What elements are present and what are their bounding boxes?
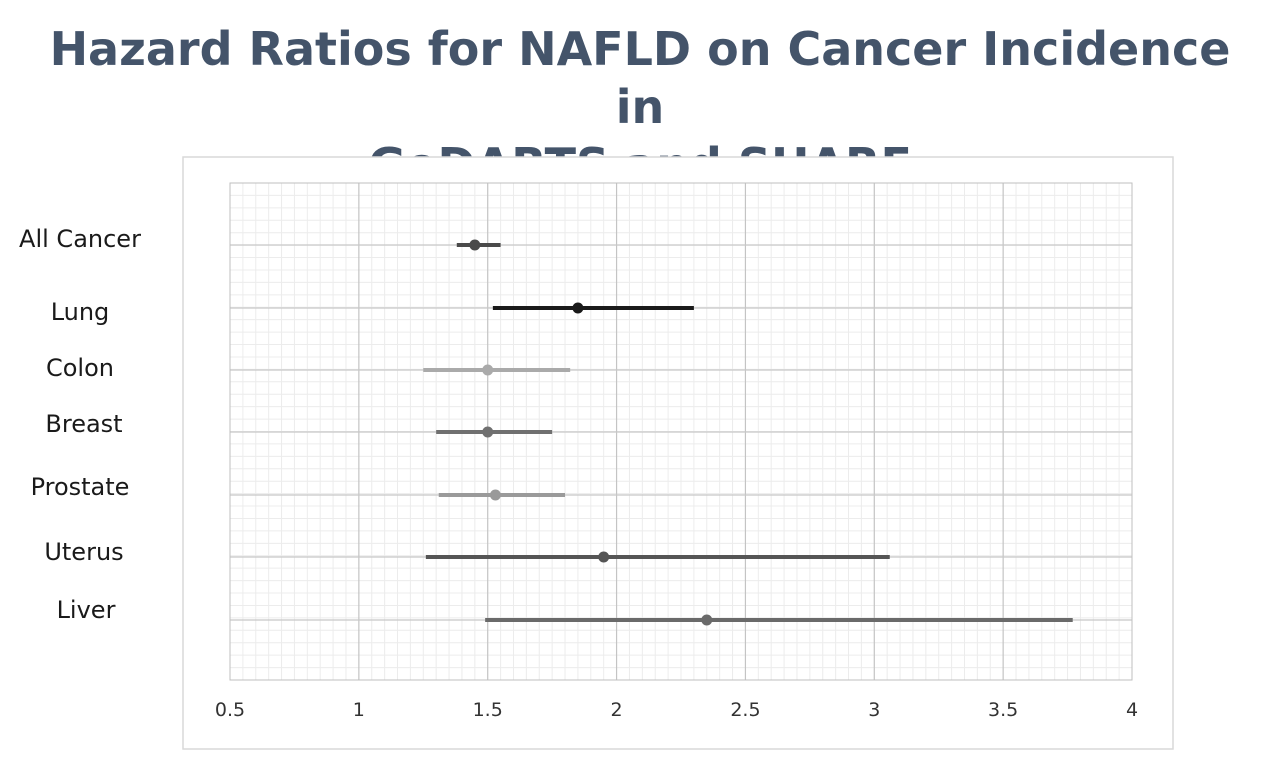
category-label: Liver	[57, 596, 116, 624]
x-tick-label: 4	[1126, 699, 1138, 721]
hazard-ratio-point	[598, 551, 610, 563]
x-tick-label: 2.5	[730, 699, 760, 721]
category-label: Breast	[45, 410, 122, 438]
hazard-ratio-point	[482, 364, 494, 376]
hazard-ratio-point	[701, 614, 713, 626]
hazard-ratio-point	[572, 302, 584, 314]
x-tick-label: 0.5	[215, 699, 245, 721]
x-tick-label: 2	[611, 699, 623, 721]
hazard-ratio-point	[489, 489, 501, 501]
category-labels: All Cancer Lung Colon Breast Prostate Uterus L…	[19, 225, 141, 624]
x-tick-label: 1.5	[473, 699, 503, 721]
x-tick-label: 3	[868, 699, 880, 721]
category-label: Lung	[51, 298, 110, 326]
hazard-ratio-marks	[423, 239, 1073, 626]
plot-area-border	[229, 182, 1133, 681]
category-label: All Cancer	[19, 225, 141, 253]
x-tick-label: 3.5	[988, 699, 1018, 721]
x-tick-label: 1	[353, 699, 365, 721]
category-label: Uterus	[44, 538, 123, 566]
category-label: Prostate	[31, 473, 130, 501]
hazard-ratio-point	[482, 426, 494, 438]
chart-outer-frame	[182, 156, 1174, 750]
x-tick-labels: 0.5 1 1.5 2 2.5 3 3.5 4	[215, 699, 1138, 721]
hazard-ratio-point	[469, 239, 481, 251]
category-label: Colon	[46, 354, 114, 382]
